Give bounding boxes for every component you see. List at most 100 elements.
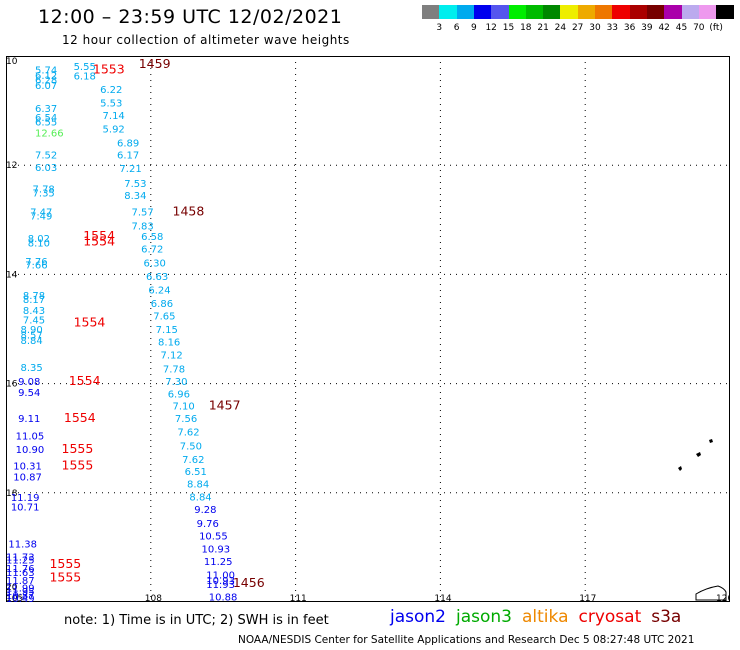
wave-height-label: 7.15 (156, 325, 178, 336)
wave-height-label: 10.88 (209, 593, 238, 602)
legend-label: 39 (641, 23, 653, 33)
wave-height-label: 8.17 (23, 295, 45, 306)
wave-height-label: 9.08 (18, 377, 40, 388)
wave-height-label: 6.86 (151, 299, 173, 310)
observation-time: 1553 (93, 62, 125, 77)
legend-label: 45 (675, 23, 688, 33)
wave-height-label: 7.66 (25, 261, 47, 272)
wave-height-label: 8.34 (124, 191, 146, 202)
wave-height-label: 8.84 (187, 480, 209, 491)
legend-swatch (716, 5, 735, 19)
legend-label: 15 (502, 23, 515, 33)
legend-swatch (422, 5, 440, 19)
legend-swatch (681, 5, 700, 19)
island-2 (696, 452, 701, 457)
lat-tick-label: 10 (6, 57, 18, 67)
wave-height-label: 10.90 (16, 445, 45, 456)
wave-height-label: 8.43 (23, 306, 45, 317)
wave-height-label: 9.28 (194, 505, 216, 516)
wave-height-label: 7.21 (119, 164, 141, 175)
wave-height-label: 7.76 (25, 257, 47, 268)
wave-height-label: 7.53 (124, 179, 146, 190)
wave-height-label: 6.37 (35, 104, 57, 115)
lat-tick-label: 14 (6, 270, 18, 280)
wave-height-label: 6.72 (141, 245, 163, 256)
legend-label: 70 (693, 23, 705, 33)
legend-swatch (646, 5, 665, 19)
wave-height-label: 11.73 (6, 553, 35, 564)
legend-swatch (525, 5, 544, 19)
observation-time: 1555 (49, 556, 81, 571)
wave-height-label: 7.30 (165, 377, 187, 388)
axis-ticks: 105 108 111 114 117 120 10 12 14 16 18 20 (6, 57, 730, 602)
observations: 1553 145914581554155415541554145715541555… (6, 56, 265, 602)
wave-height-label: 11.76 (6, 564, 35, 575)
lon-tick-label: 117 (579, 594, 596, 602)
wave-height-label: 8.35 (20, 363, 42, 374)
wave-height-label: 11.87 (6, 576, 35, 587)
lon-tick-label: 108 (145, 594, 162, 602)
legend-swatch (595, 5, 613, 19)
satellite-s3a: s3a (651, 607, 682, 627)
wave-height-label: 6.54 (35, 113, 57, 124)
wave-height-label: 7.78 (33, 185, 55, 196)
wave-height-label: 7.62 (182, 455, 204, 466)
wave-height-label: 7.52 (35, 150, 57, 161)
wave-height-label: 6.30 (144, 258, 166, 269)
wave-height-label: 8.10 (28, 239, 50, 250)
legend-swatch (629, 5, 648, 19)
wave-height-label: 12.66 (35, 128, 64, 139)
wave-height-label: 6.89 (117, 138, 139, 149)
wave-height-label: 7.57 (131, 208, 153, 219)
observation-time: 1554 (83, 228, 115, 243)
wave-height-label: 11.38 (8, 540, 37, 551)
wave-height-label: 10.49 (6, 594, 35, 602)
altimeter-map: 105108111114117120101214161820 155314591… (6, 56, 730, 602)
observation-time: 1459 (139, 56, 171, 71)
satellite-legend: jason2 jason3 altika cryosat s3a (390, 607, 691, 627)
observation-time: 1554 (74, 314, 106, 329)
wave-height-label: 7.50 (180, 441, 202, 452)
legend-swatch (560, 5, 579, 19)
wave-height-label: 11.99 (6, 583, 35, 594)
luzon-coast (695, 585, 727, 601)
wave-height-label: 10.87 (13, 472, 42, 483)
wave-height-label: 6.28 (35, 75, 57, 86)
wave-height-label: 9.54 (18, 388, 40, 399)
observation-time: 1555 (62, 441, 94, 456)
legend-label: 21 (537, 23, 549, 33)
wave-height-label: 11.19 (11, 493, 40, 504)
observation-time: 1457 (209, 397, 241, 412)
wave-height-label: 7.35 (33, 189, 55, 200)
wave-height-label: 11.63 (6, 568, 35, 579)
wave-height-label: 8.84 (20, 336, 42, 347)
wave-height-label: 7.10 (173, 401, 195, 412)
legend-swatch (508, 5, 527, 19)
satellite-jason3: jason3 (456, 607, 512, 627)
wave-height-label: 11.95 (6, 587, 35, 598)
lon-tick-label: 120 (716, 594, 730, 602)
wave-height-label: 8.16 (158, 338, 180, 349)
wave-height-label: 6.58 (141, 232, 163, 243)
legend-swatch (543, 5, 562, 19)
wave-height-label: 11.05 (16, 431, 45, 442)
wave-height-label: 6.51 (185, 467, 207, 478)
legend-swatch (473, 5, 492, 19)
wave-height-label: 10.87 (6, 591, 35, 602)
wave-height-label: 10.55 (199, 531, 228, 542)
coastline (678, 439, 727, 601)
wave-height-label: 7.49 (30, 211, 52, 222)
legend-label: 12 (485, 23, 497, 33)
wave-height-label: 5.92 (103, 125, 125, 136)
observation-time: 1456 (233, 575, 265, 590)
observation-time: 1554 (83, 234, 115, 249)
map-grid (6, 56, 730, 602)
lat-tick-label: 16 (6, 380, 18, 390)
island-1 (678, 466, 682, 471)
wave-height-label: 6.12 (35, 71, 57, 82)
wave-height-label: 8.84 (189, 493, 211, 504)
wave-height-label: 7.56 (175, 414, 197, 425)
observation-time: 1555 (49, 569, 81, 584)
wave-height-label: 6.17 (117, 150, 139, 161)
legend-label: 6 (453, 23, 460, 33)
